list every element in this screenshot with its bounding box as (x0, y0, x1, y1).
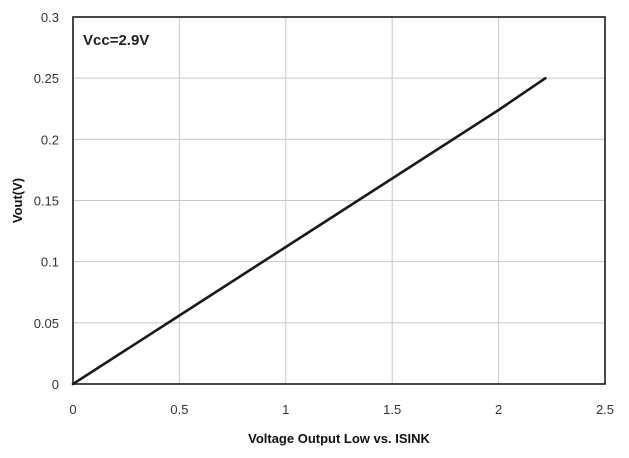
x-tick-label: 0 (69, 402, 76, 417)
y-tick-label: 0.1 (41, 255, 59, 270)
y-tick-label: 0.2 (41, 132, 59, 147)
x-tick-label: 2.5 (596, 402, 614, 417)
y-tick-label: 0.3 (41, 10, 59, 25)
y-axis-title: Vout(V) (10, 178, 25, 223)
x-axis-title: Voltage Output Low vs. ISINK (248, 431, 430, 446)
y-tick-label: 0.05 (34, 316, 59, 331)
tick-labels: 0 0.5 1 1.5 2 2.5 0 0.05 0.1 0.15 0.2 0.25 0.3 (34, 10, 614, 417)
vcc-annotation: Vcc=2.9V (83, 32, 149, 49)
x-tick-label: 1 (282, 402, 289, 417)
y-tick-label: 0.25 (34, 71, 59, 86)
series-layer (71, 76, 547, 386)
y-tick-label: 0.15 (34, 194, 59, 209)
x-tick-label: 0.5 (170, 402, 188, 417)
x-tick-label: 1.5 (383, 402, 401, 417)
vout-series-line (71, 76, 547, 386)
plot-area-frame (72, 16, 606, 385)
y-tick-label: 0 (52, 377, 59, 392)
x-tick-label: 2 (495, 402, 502, 417)
grid-layer (72, 16, 606, 385)
